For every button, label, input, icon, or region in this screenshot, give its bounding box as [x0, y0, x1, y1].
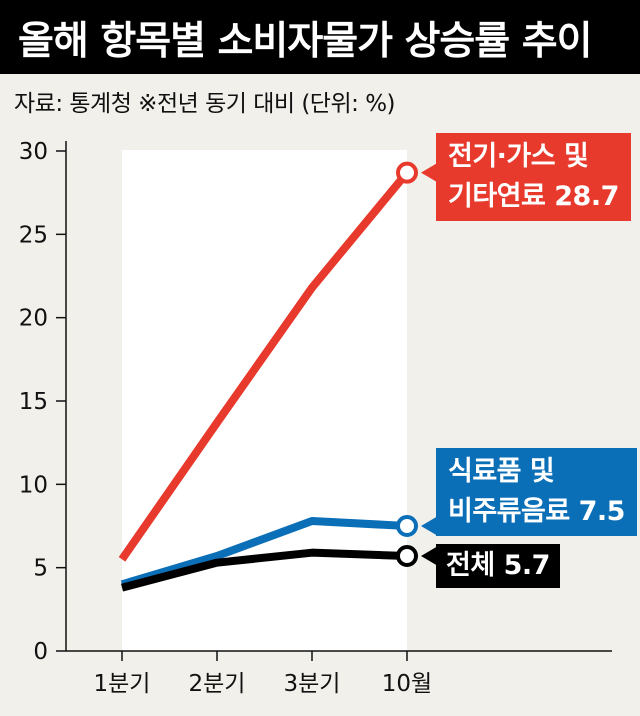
- series-end-marker-2: [396, 545, 418, 567]
- title-bar: 올해 항목별 소비자물가 상승률 추이: [0, 0, 640, 74]
- callout-food: 식료품 및 비주류음료 7.5: [436, 448, 637, 536]
- callout-electricity-gas-line1: 전기·가스 및: [448, 141, 589, 172]
- y-tick-label: 25: [19, 222, 48, 248]
- series-line-2: [120, 548, 408, 592]
- callout-pointer-0: [421, 162, 438, 183]
- y-tick-label: 10: [19, 472, 48, 498]
- callout-food-line2: 비주류음료 7.5: [448, 496, 625, 527]
- callout-total-line1: 전체 5.7: [446, 550, 550, 581]
- callout-total: 전체 5.7: [436, 544, 560, 588]
- callout-pointer-1: [421, 516, 438, 536]
- y-tick-label: 30: [19, 139, 48, 165]
- callout-food-line1: 식료품 및: [448, 456, 555, 487]
- chart-title: 올해 항목별 소비자물가 상승률 추이: [18, 19, 593, 64]
- series-line-1: [120, 517, 408, 589]
- series-end-marker-0: [396, 161, 418, 184]
- x-category-label: 1분기: [94, 671, 151, 697]
- callout-electricity-gas-line2: 기타연료 28.7: [448, 181, 619, 212]
- callout-electricity-gas: 전기·가스 및 기타연료 28.7: [436, 133, 631, 221]
- series-line-0: [118, 170, 411, 562]
- x-category-label: 2분기: [189, 671, 246, 697]
- y-tick-label: 15: [19, 389, 48, 415]
- y-tick-label: 5: [33, 556, 48, 582]
- callout-pointer-2: [421, 546, 438, 566]
- x-category-label: 3분기: [284, 671, 341, 697]
- x-category-label: 10월: [382, 671, 432, 697]
- source-note: 자료: 통계청 ※전년 동기 대비 (단위: %): [14, 91, 396, 117]
- y-tick-label: 20: [19, 306, 48, 332]
- series-end-marker-1: [396, 515, 418, 537]
- y-tick-label: 0: [33, 639, 48, 665]
